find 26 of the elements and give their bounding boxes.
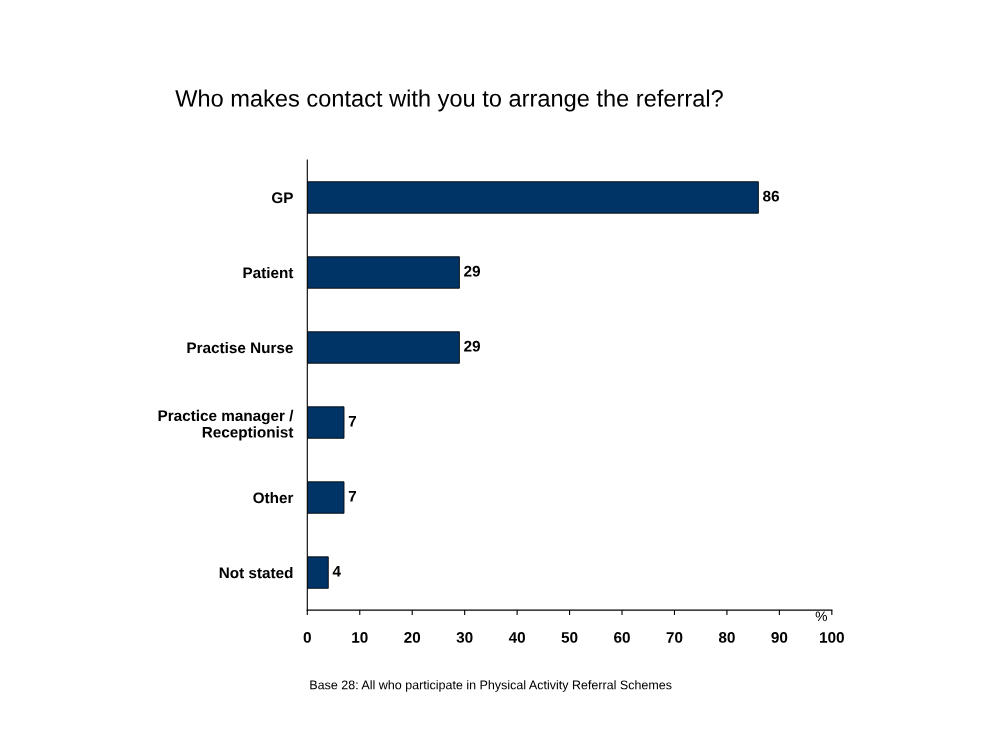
data-label: 86 [763,190,780,202]
y-tick-label: Not stated [219,567,293,579]
chart-title: Who makes contact with you to arrange the referral? [175,89,723,112]
x-tick-label: 10 [352,632,368,643]
x-tick-label: 60 [614,632,630,643]
x-tick-label: 20 [404,632,421,643]
data-label: 7 [348,415,357,427]
x-tick-label: 0 [303,632,311,643]
x-tick-label: 40 [508,632,525,643]
y-tick-label: Other [253,492,294,504]
data-label: 29 [464,265,481,277]
x-tick-label: 80 [718,632,735,643]
x-tick-label: 100 [820,632,844,643]
y-tick-label: Practise Nurse [187,341,293,354]
y-tick-label: GP [271,192,293,204]
x-tick-label: 70 [666,632,683,643]
y-tick-label: Practice manager / Receptionist [158,409,294,441]
data-label: 7 [348,490,357,502]
data-label: 29 [464,340,481,352]
data-label: 4 [332,566,341,577]
x-tick-label: 30 [456,632,473,643]
text: Base 28: All who participate in Physical Activity Referral Schemes [310,680,672,692]
x-tick-label: 50 [561,632,578,643]
x-axis-title: % [815,611,828,622]
x-tick-label: 90 [771,632,788,643]
y-tick-label: Patient [243,266,294,279]
